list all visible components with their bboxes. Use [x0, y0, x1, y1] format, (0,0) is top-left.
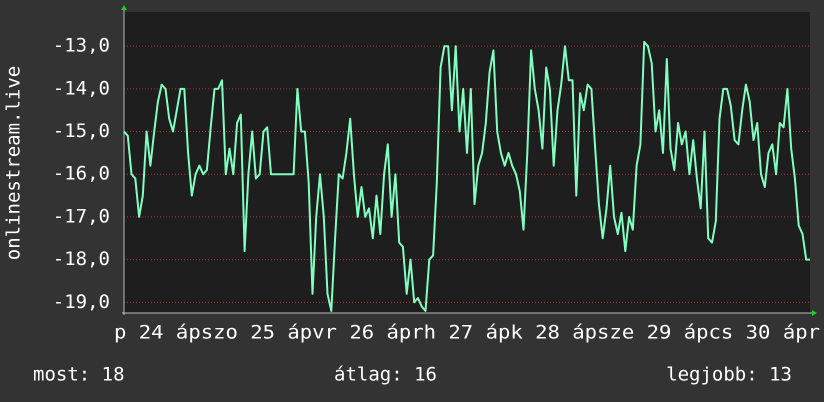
y-tick-label: -13,0 [53, 35, 110, 57]
footer-best: legjobb: 13 [666, 364, 792, 386]
y-tick-label: -17,0 [53, 205, 110, 227]
y-tick-label: -16,0 [53, 163, 110, 185]
y-tick-label: -19,0 [53, 291, 110, 313]
y-axis-label: onlinestream.live [3, 66, 25, 260]
footer-average: átlag: 16 [334, 364, 437, 386]
y-arrow [121, 5, 127, 10]
y-tick-label: -18,0 [53, 248, 110, 270]
x-arrow [812, 310, 817, 316]
y-tick-label: -14,0 [53, 77, 110, 99]
footer-current: most: 18 [33, 364, 125, 386]
y-tick-label: -15,0 [53, 120, 110, 142]
data-line [123, 40, 810, 312]
x-axis-labels: p 24 ápszo 25 ápvr 26 áprh 27 ápk 28 áps… [114, 322, 820, 344]
